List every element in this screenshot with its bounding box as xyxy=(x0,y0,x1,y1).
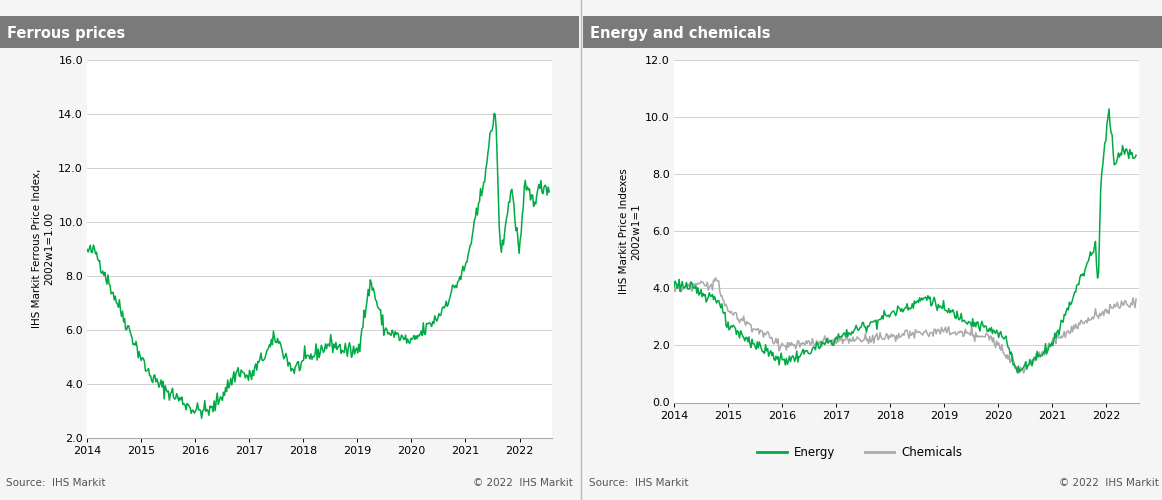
Text: © 2022  IHS Markit: © 2022 IHS Markit xyxy=(473,478,573,488)
Legend: Energy, Chemicals: Energy, Chemicals xyxy=(753,441,967,464)
Y-axis label: IHS Markit Price Indexes
2002w1=1: IHS Markit Price Indexes 2002w1=1 xyxy=(619,168,641,294)
Text: © 2022  IHS Markit: © 2022 IHS Markit xyxy=(1059,478,1159,488)
Text: Energy and chemicals: Energy and chemicals xyxy=(590,26,770,41)
Y-axis label: IHS Markit Ferrous Price Index,
2002w1=1.00: IHS Markit Ferrous Price Index, 2002w1=1… xyxy=(33,169,55,328)
Text: Source:  IHS Markit: Source: IHS Markit xyxy=(6,478,106,488)
Text: Ferrous prices: Ferrous prices xyxy=(7,26,125,41)
Text: Source:  IHS Markit: Source: IHS Markit xyxy=(589,478,689,488)
